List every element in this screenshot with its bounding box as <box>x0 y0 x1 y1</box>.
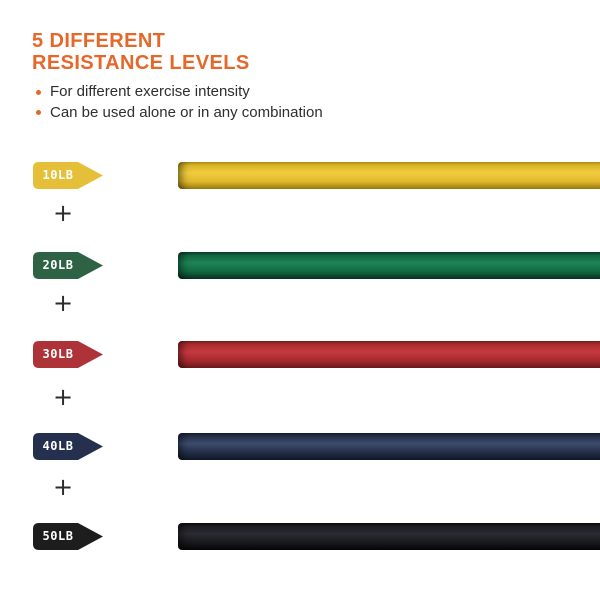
resistance-row-40lb: 40LB <box>0 433 600 460</box>
resistance-row-20lb: 20LB <box>0 252 600 279</box>
tag-label: 20LB <box>42 258 74 272</box>
tag-label: 40LB <box>42 439 74 453</box>
tag-arrow-shape <box>33 523 103 550</box>
resistance-band-navy <box>178 433 600 460</box>
plus-symbol: + <box>52 383 74 411</box>
resistance-row-10lb: 10LB <box>0 162 600 189</box>
resistance-band-yellow <box>178 162 600 189</box>
tag-label: 10LB <box>42 168 74 182</box>
bullet-dot-icon <box>36 110 41 116</box>
resistance-row-50lb: 50LB <box>0 523 600 550</box>
resistance-band-red <box>178 341 600 368</box>
feature-list: For different exercise intensity Can be … <box>32 82 323 123</box>
feature-text: Can be used alone or in any combination <box>50 103 323 121</box>
plus-symbol: + <box>52 199 74 227</box>
title-line-2: RESISTANCE LEVELS <box>32 52 250 74</box>
resistance-band-green <box>178 252 600 279</box>
page-title: 5 DIFFERENT RESISTANCE LEVELS <box>32 30 250 74</box>
feature-text: For different exercise intensity <box>50 83 250 100</box>
header: 5 DIFFERENT RESISTANCE LEVELS <box>32 30 250 74</box>
feature-item: Can be used alone or in any combination <box>32 103 323 124</box>
weight-tag-50lb: 50LB <box>33 523 103 550</box>
title-line-1: 5 DIFFERENT <box>32 30 166 52</box>
plus-symbol: + <box>52 289 74 317</box>
tag-label: 30LB <box>42 347 74 361</box>
weight-tag-40lb: 40LB <box>33 433 103 460</box>
tag-arrow-shape <box>33 162 103 189</box>
resistance-band-black <box>178 523 600 550</box>
resistance-row-30lb: 30LB <box>0 341 600 368</box>
tag-arrow-shape <box>33 252 103 279</box>
plus-symbol: + <box>52 473 74 501</box>
tag-arrow-shape <box>33 433 103 460</box>
weight-tag-20lb: 20LB <box>33 252 103 279</box>
feature-item: For different exercise intensity <box>32 82 323 103</box>
bullet-dot-icon <box>36 89 41 95</box>
tag-label: 50LB <box>42 529 74 543</box>
weight-tag-30lb: 30LB <box>33 341 103 368</box>
weight-tag-10lb: 10LB <box>33 162 103 189</box>
tag-arrow-shape <box>33 341 103 368</box>
